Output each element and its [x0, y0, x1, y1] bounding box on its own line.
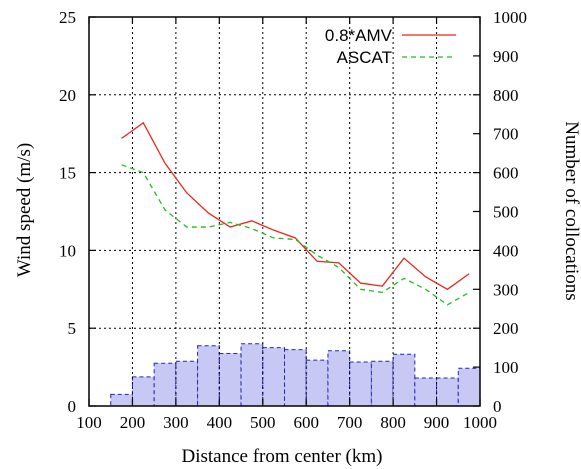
y-tick-label: 20: [59, 86, 76, 105]
y2-tick-label: 800: [493, 86, 519, 105]
y2-tick-label: 900: [493, 47, 519, 66]
legend-label: ASCAT: [337, 48, 392, 67]
collocation-bar: [131, 376, 155, 407]
collocation-bar: [327, 350, 351, 407]
y-tick-label: 0: [68, 397, 77, 416]
collocation-bar: [284, 349, 307, 407]
grid-lines: [89, 17, 480, 406]
legend: 0.8*AMV ASCAT: [325, 26, 456, 67]
y2-tick-label: 600: [493, 164, 519, 183]
collocation-bar: [414, 377, 438, 407]
collocation-bar: [370, 360, 394, 407]
x-tick-label: 200: [120, 413, 146, 432]
y-axis-title: Wind speed (m/s): [14, 143, 35, 277]
collocation-bar: [457, 367, 481, 407]
collocation-bar: [262, 347, 285, 407]
collocation-bar: [153, 362, 177, 407]
x-tick-labels: 100 200 300 400 500 600 700 800 900 1000: [76, 413, 497, 432]
x-tick-label: 400: [207, 413, 233, 432]
series-line: [121, 121, 470, 291]
y-tick-label: 25: [59, 8, 76, 27]
series-lines: [121, 121, 470, 306]
collocation-bar: [349, 361, 372, 407]
y2-tick-label: 300: [493, 280, 519, 299]
collocation-bar: [110, 393, 133, 407]
collocation-bar: [305, 359, 329, 407]
x-tick-label: 700: [337, 413, 363, 432]
y2-tick-label: 0: [493, 397, 502, 416]
y2-axis-title: Number of collocations: [561, 121, 581, 300]
collocation-bar: [240, 343, 264, 407]
x-tick-label: 600: [293, 413, 319, 432]
y2-tick-label: 1000: [493, 8, 527, 27]
collocation-bar: [392, 353, 416, 407]
x-tick-label: 500: [250, 413, 276, 432]
y-tick-label: 10: [59, 241, 76, 260]
collocation-bar: [197, 345, 220, 407]
x-axis-title: Distance from center (km): [182, 446, 383, 467]
y-tick-label: 15: [59, 164, 76, 183]
x-tick-label: 900: [424, 413, 450, 432]
series-line: [121, 164, 470, 306]
y-tick-label: 5: [68, 319, 77, 338]
x-tick-label: 100: [76, 413, 102, 432]
y2-tick-label: 400: [493, 241, 519, 260]
legend-label: 0.8*AMV: [325, 26, 393, 45]
x-tick-label: 800: [380, 413, 406, 432]
collocation-bar: [436, 377, 459, 407]
x-tick-label: 300: [163, 413, 189, 432]
collocation-bar: [175, 360, 199, 407]
y2-tick-labels: 0 100 200 300 400 500 600 700 800 900 1000: [493, 8, 527, 416]
x-tick-label: 1000: [463, 413, 497, 432]
y2-tick-label: 100: [493, 358, 519, 377]
y2-tick-label: 700: [493, 125, 519, 144]
axis-ticks: [88, 16, 481, 407]
collocation-bars: [110, 343, 481, 407]
collocation-bar: [218, 352, 242, 407]
y2-tick-label: 500: [493, 203, 519, 222]
y2-tick-label: 200: [493, 319, 519, 338]
y-tick-labels: 0 5 10 15 20 25: [59, 8, 76, 416]
